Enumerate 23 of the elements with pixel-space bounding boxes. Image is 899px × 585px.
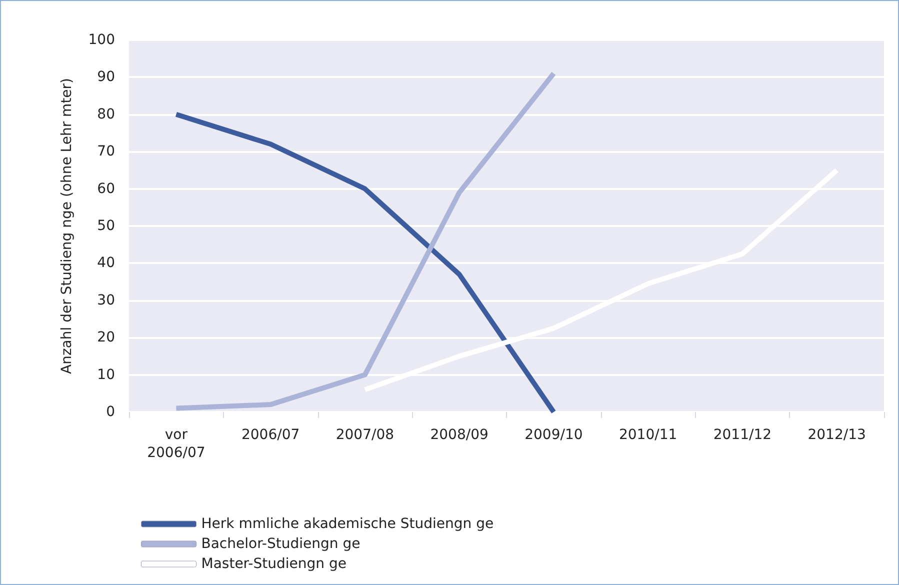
legend-label: Master-Studiengn ge — [201, 556, 346, 572]
y-tick-label: 60 — [97, 180, 115, 197]
y-tick-label: 70 — [97, 144, 115, 160]
y-axis-title: Anzahl der Studieng nge (ohne Lehr mter) — [59, 78, 75, 374]
x-tick-label: 2010/11 — [618, 427, 678, 443]
y-tick-label: 100 — [88, 32, 115, 48]
y-tick-label: 90 — [97, 69, 115, 86]
x-tick-label: vor 2006/07 — [147, 427, 206, 461]
x-tick-label: 2009/10 — [524, 427, 583, 443]
y-tick-label: 30 — [97, 292, 115, 308]
y-tick-label: 0 — [106, 404, 115, 420]
y-tick-label: 50 — [97, 218, 115, 234]
y-tick-label: 20 — [97, 330, 115, 346]
x-tick-label: 2007/08 — [336, 427, 394, 443]
x-tick-label: 2006/07 — [241, 427, 300, 443]
legend-label: Herk mmliche akademische Studiengn ge — [201, 516, 494, 532]
x-tick-label: 2011/12 — [713, 427, 772, 443]
y-tick-label: 80 — [97, 106, 115, 122]
x-tick-label: 2008/09 — [430, 427, 488, 443]
x-tick-label: 2012/13 — [808, 427, 866, 443]
y-tick-label: 10 — [97, 366, 115, 383]
y-tick-label: 40 — [97, 255, 115, 272]
legend-label: Bachelor-Studiengn ge — [201, 536, 360, 552]
